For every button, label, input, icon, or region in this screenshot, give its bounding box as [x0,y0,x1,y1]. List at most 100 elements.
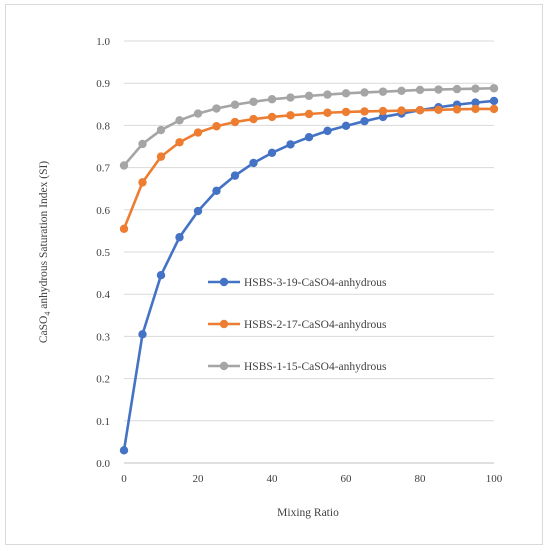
x-tick-label: 60 [341,473,353,485]
data-point [341,89,351,98]
x-axis-title: Mixing Ratio [277,507,339,519]
data-point [156,271,166,280]
legend-label: HSBS-2-17-CaSO4-anhydrous [244,319,387,331]
data-point [341,107,351,117]
series-3 [119,84,499,170]
data-point [304,133,314,142]
data-point [304,91,314,101]
series-lines [119,84,499,455]
data-point [341,121,351,131]
data-point [230,100,240,109]
legend[interactable]: HSBS-3-19-CaSO4-anhydrous HSBS-2-17-CaSO4… [208,277,387,373]
data-point [415,85,425,95]
x-tick-label: 0 [121,473,127,485]
data-point [193,109,203,118]
data-point [471,98,480,107]
data-point [397,106,406,115]
data-point [212,104,221,113]
y-tick-label: 0.9 [96,78,110,90]
data-point [212,186,221,196]
data-point [249,97,258,106]
data-point [323,108,332,117]
data-point [249,158,258,168]
data-point [193,206,203,216]
data-point [378,112,388,122]
data-point [267,112,277,122]
y-tick-label: 0.2 [96,374,110,386]
data-point [249,114,258,124]
data-point [415,106,425,115]
tick-labels: 0.0 0.1 0.2 0.3 0.4 0.5 0.6 0.7 0.8 0.9 1.0 0 20 40 60… [96,36,503,485]
series-1 [119,96,499,455]
data-point [119,446,129,455]
legend-item[interactable]: HSBS-2-17-CaSO4-anhydrous [208,319,387,331]
data-point [138,139,147,149]
y-tick-label: 0.1 [96,416,110,428]
legend-label: HSBS-1-15-CaSO4-anhydrous [244,361,387,373]
legend-marker [219,361,229,371]
data-point [360,107,369,116]
data-point [452,84,462,94]
series-line [122,107,496,231]
data-point [360,88,369,97]
legend-item[interactable]: HSBS-1-15-CaSO4-anhydrous [208,361,387,373]
data-point [323,90,332,99]
data-point [452,105,462,114]
data-point [230,117,240,127]
data-point [489,96,499,106]
data-point [156,125,166,135]
data-point [119,224,129,233]
data-point [193,128,203,137]
data-point [138,330,147,339]
chart-frame [5,4,543,545]
y-tick-label: 0.8 [96,120,110,132]
data-point [360,116,369,126]
series-line [122,99,496,452]
data-point [397,86,406,95]
y-tick-label: 1.0 [96,36,110,48]
data-point [175,116,184,125]
y-tick-label: 0.7 [96,163,110,175]
data-point [138,178,147,187]
data-point [489,104,499,114]
data-point [323,126,332,136]
y-tick-label: 0.3 [96,331,110,343]
x-tick-label: 80 [415,473,427,485]
y-axis-title-part-1: CaSO [38,316,50,343]
legend-item[interactable]: HSBS-3-19-CaSO4-anhydrous [208,277,387,289]
y-tick-label: 0.0 [96,458,110,470]
data-point [378,87,388,96]
data-point [119,161,129,170]
y-tick-label: 0.5 [96,247,110,259]
data-point [267,148,277,158]
y-axis-title: CaSO4 anhydrous Saturation Index (SI) [38,161,52,343]
legend-marker [219,319,229,329]
y-axis-title-part-2: anhydrous Saturation Index (SI) [38,161,50,312]
data-point [434,85,443,94]
legend-marker [219,277,229,287]
y-tick-label: 0.4 [96,289,110,301]
data-point [489,84,499,93]
data-point [175,138,184,147]
data-point [212,122,221,131]
data-point [304,109,314,119]
y-axis-title-subscript: 4 [43,312,52,316]
data-point [378,106,388,116]
x-tick-label: 100 [486,473,503,485]
data-point [286,111,295,120]
data-point [434,105,443,114]
data-point [286,93,295,102]
x-tick-label: 40 [267,473,279,485]
data-point [471,84,480,93]
data-point [471,104,480,114]
data-point [286,140,295,149]
legend-label: HSBS-3-19-CaSO4-anhydrous [244,277,387,289]
data-point [156,152,166,161]
x-tick-label: 20 [193,473,205,485]
y-tick-label: 0.6 [96,205,110,217]
data-point [175,233,184,242]
data-point [230,171,240,180]
series-2 [119,104,499,233]
